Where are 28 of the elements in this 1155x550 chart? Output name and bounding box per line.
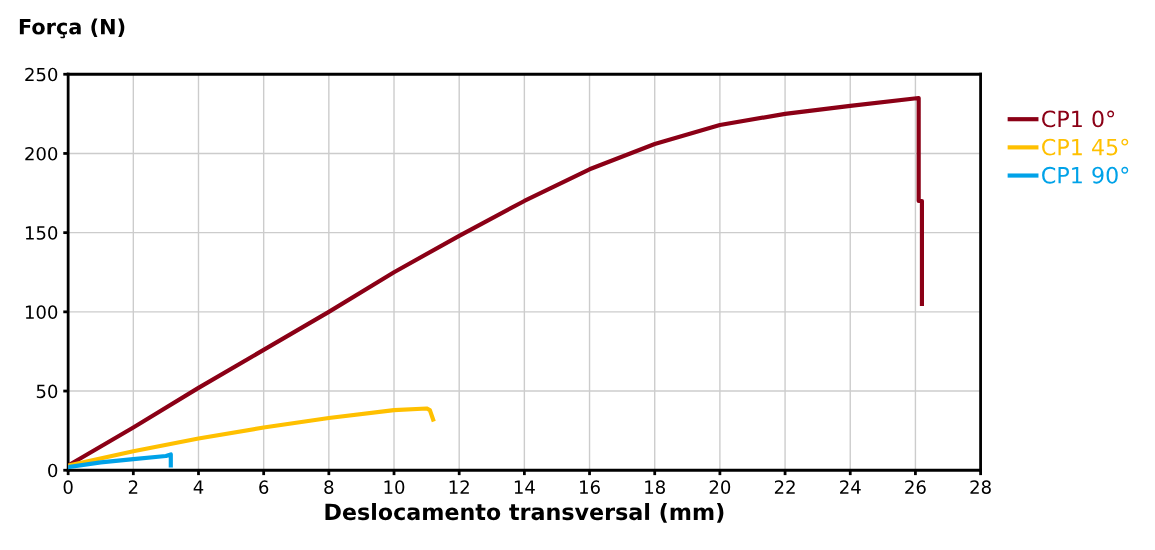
x-tick-label: 2 xyxy=(128,480,138,494)
x-tick-label: 0 xyxy=(63,480,73,494)
x-tick-label: 18 xyxy=(645,480,665,494)
x-tick-label: 10 xyxy=(384,480,405,494)
line-series xyxy=(68,406,436,468)
y-axis-title: Força (N) xyxy=(19,18,125,39)
x-tick-label: 14 xyxy=(514,480,535,494)
x-tick-label: 26 xyxy=(905,480,926,494)
x-tick-label: 8 xyxy=(324,480,334,494)
legend-label: CP1 45° xyxy=(1042,138,1129,156)
line-series xyxy=(68,452,173,470)
x-tick-label: 22 xyxy=(774,480,795,494)
legend-label: CP1 90° xyxy=(1042,166,1129,184)
y-tick-label: 0 xyxy=(48,463,58,478)
x-tick-label: 28 xyxy=(970,480,991,494)
x-axis-title: Deslocamento transversal (mm) xyxy=(325,503,724,523)
legend-label: CP1 0° xyxy=(1042,110,1115,128)
y-tick-label: 100 xyxy=(25,305,58,319)
y-tick-label: 150 xyxy=(25,226,58,240)
y-tick-label: 200 xyxy=(25,146,58,161)
y-tick-label: 250 xyxy=(25,67,58,82)
x-tick-label: 20 xyxy=(709,480,731,494)
y-tick-label: 50 xyxy=(36,384,58,399)
x-tick-label: 4 xyxy=(193,480,204,494)
x-tick-label: 6 xyxy=(259,480,269,494)
x-tick-label: 24 xyxy=(840,480,861,494)
x-tick-label: 12 xyxy=(449,480,469,494)
x-tick-label: 16 xyxy=(580,480,600,494)
